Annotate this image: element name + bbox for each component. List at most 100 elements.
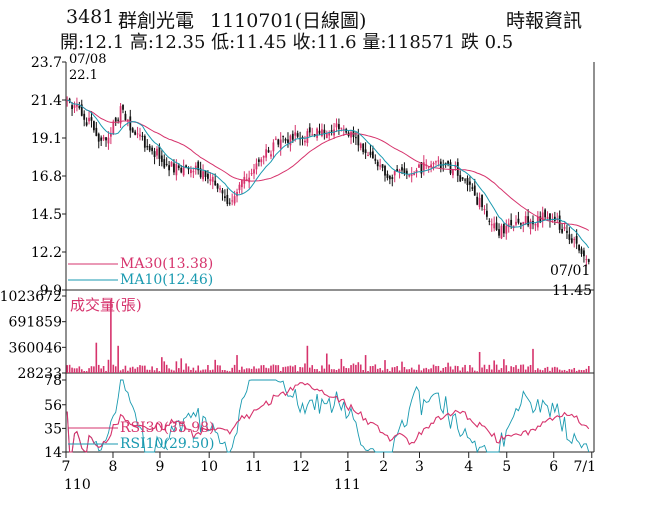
volume-bar	[495, 364, 498, 373]
volume-bar	[151, 366, 153, 373]
volume-bar	[287, 366, 289, 373]
volume-bar	[432, 364, 435, 373]
x-month-label: 8	[109, 459, 118, 475]
candle-body	[223, 196, 226, 198]
candle-body	[335, 123, 338, 128]
candle-body	[563, 226, 566, 229]
x-month-label: 5	[502, 459, 511, 475]
volume-bar	[549, 370, 551, 373]
candle-body	[369, 151, 372, 156]
candle-body	[422, 162, 425, 171]
volume-bar	[522, 364, 525, 373]
ma30-line	[67, 99, 590, 231]
volume-bar	[376, 368, 379, 373]
candle-body	[173, 163, 175, 173]
volume-bar	[527, 366, 529, 373]
volume-bar	[330, 369, 333, 373]
volume-bar	[245, 368, 248, 373]
candle-body	[119, 106, 122, 124]
candle-body	[289, 135, 292, 146]
candle-body	[483, 208, 486, 210]
volume-bar	[241, 366, 243, 373]
candle-body	[214, 180, 217, 186]
candle-body	[131, 128, 134, 133]
first-date-label: 07/08	[69, 52, 106, 67]
volume-bar	[374, 364, 377, 373]
candle-body	[105, 137, 107, 141]
volume-bar	[219, 365, 221, 373]
x-month-label: 7	[62, 459, 71, 475]
rsi-tick-label: 78	[44, 373, 62, 389]
x-month-label: 1	[343, 459, 352, 475]
volume-bar	[88, 368, 90, 373]
volume-bar	[335, 370, 338, 373]
volume-bar	[386, 368, 389, 373]
volume-tick-label: 28233	[17, 366, 62, 382]
candle-body	[209, 179, 212, 182]
volume-bar	[372, 365, 374, 373]
volume-bar	[352, 363, 355, 373]
volume-bar	[393, 367, 396, 373]
x-year-label: 110	[64, 477, 91, 493]
volume-bar	[338, 368, 340, 373]
candle-body	[529, 220, 532, 230]
volume-bar	[224, 370, 226, 373]
stock-name: 群創光電	[118, 10, 195, 32]
candle-body	[493, 223, 496, 229]
x-month-label: 6	[549, 459, 558, 475]
volume-bar	[233, 364, 236, 373]
volume-bar	[129, 367, 132, 373]
rsi-tick-label: 35	[44, 421, 62, 437]
volume-bar	[192, 367, 195, 373]
volume-bar	[391, 367, 394, 373]
candle-body	[405, 170, 408, 175]
volume-bar	[442, 368, 445, 373]
candle-body	[277, 139, 280, 145]
candle-body	[549, 213, 551, 221]
candle-body	[321, 129, 323, 136]
candle-body	[330, 130, 333, 132]
candle-body	[204, 170, 207, 177]
candle-body	[553, 216, 556, 221]
last-date-label: 07/01	[550, 263, 590, 279]
candle-body	[194, 165, 197, 170]
volume-bar	[190, 369, 192, 373]
rsi30-line	[66, 382, 590, 453]
candle-body	[165, 163, 168, 165]
volume-bar	[221, 370, 224, 373]
price-tick-label: 14.5	[31, 207, 62, 223]
candle-body	[515, 221, 517, 225]
volume-bar	[425, 367, 428, 373]
candle-body	[228, 202, 231, 204]
volume-bar	[122, 369, 124, 373]
volume-bar	[197, 365, 200, 373]
candle-body	[570, 238, 573, 243]
volume-bar	[306, 345, 309, 373]
volume-bar	[415, 369, 418, 373]
volume-bar	[168, 368, 170, 373]
candle-body	[410, 174, 413, 176]
volume-bar	[248, 368, 250, 373]
candle-body	[139, 134, 141, 137]
candle-body	[386, 173, 389, 178]
candle-body	[245, 179, 248, 181]
candle-body	[350, 131, 352, 138]
candle-body	[435, 161, 437, 163]
candle-body	[413, 173, 416, 176]
volume-bar	[204, 369, 207, 373]
candle-body	[80, 104, 83, 116]
volume-bar	[73, 368, 76, 373]
x-month-label: 7/1	[573, 459, 596, 475]
candle-body	[473, 185, 476, 196]
candle-body	[527, 216, 530, 226]
volume-bar	[406, 369, 408, 373]
volume-bar	[146, 369, 149, 373]
volume-bar	[447, 362, 449, 373]
volume-bar	[539, 369, 542, 373]
volume-bar	[566, 370, 568, 373]
rsi-tick-label: 56	[44, 398, 62, 414]
candle-body	[136, 133, 139, 135]
volume-bar	[83, 371, 85, 373]
price-tick-label: 21.4	[31, 93, 62, 109]
price-tick-label: 19.1	[31, 131, 62, 147]
